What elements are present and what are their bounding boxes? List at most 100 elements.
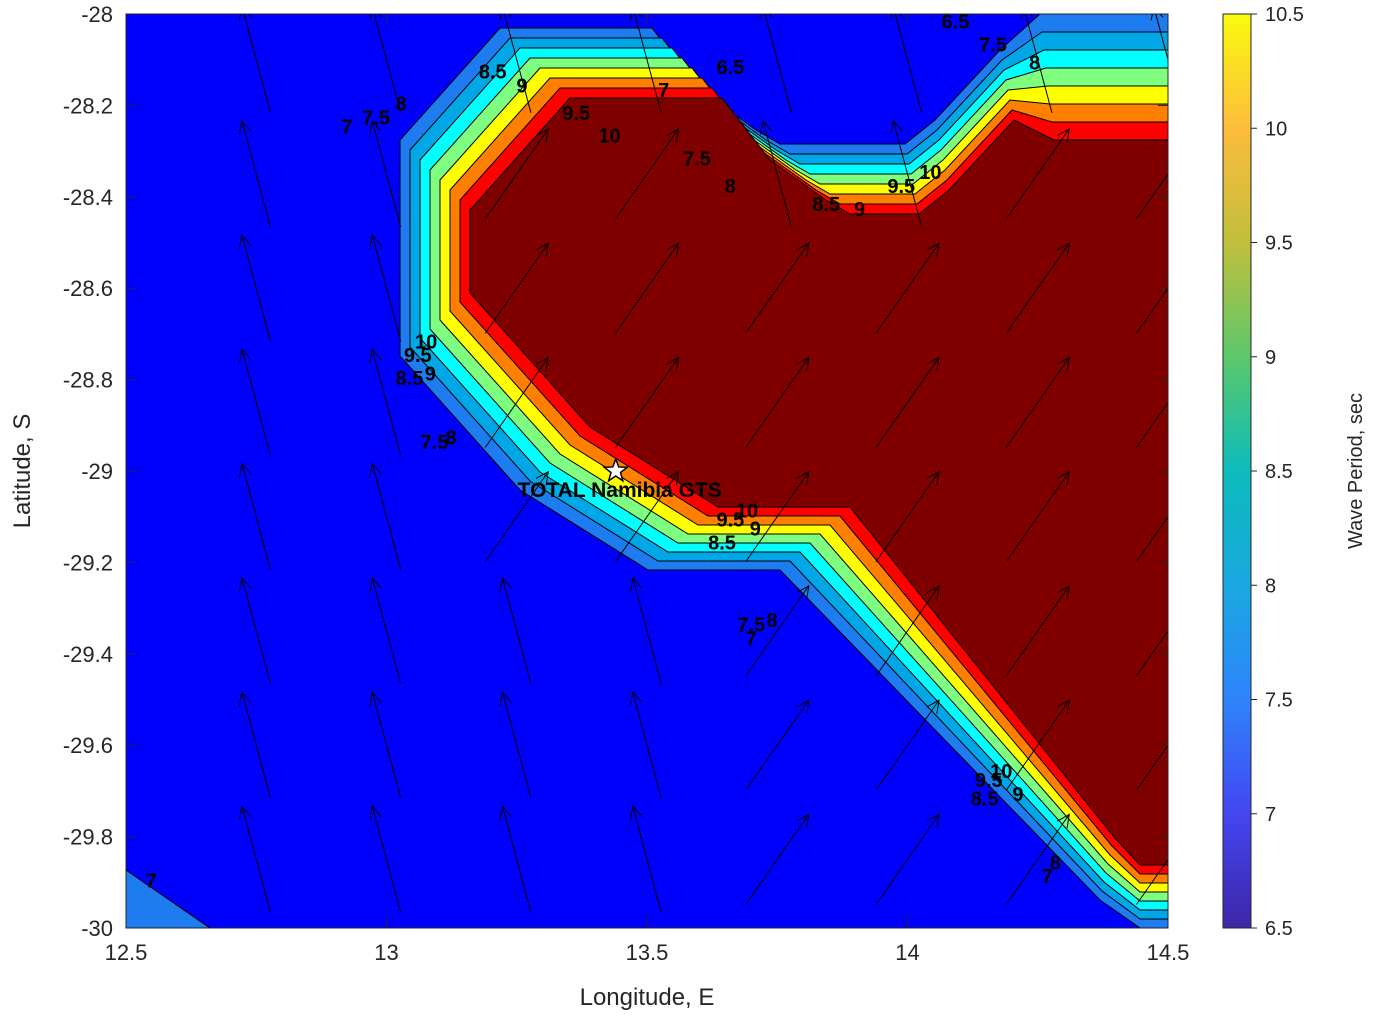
contour-label: 7.5 <box>421 432 449 454</box>
wave-vector <box>499 805 532 913</box>
y-tick-label: -30 <box>81 916 113 941</box>
wave-vector <box>1150 14 1168 62</box>
wave-vector <box>875 813 940 905</box>
contour-bands <box>399 14 1168 928</box>
x-tick-label: 14.5 <box>1147 940 1190 965</box>
wave-vector <box>1136 630 1168 677</box>
wave-vector <box>238 348 271 456</box>
colorbar-tick-label: 10.5 <box>1265 4 1304 26</box>
y-tick-label: -28.6 <box>63 276 113 301</box>
contour-label: 9.5 <box>887 176 915 198</box>
colorbar-gradient <box>1222 13 1252 929</box>
wave-vector <box>875 242 940 334</box>
wave-vector <box>890 119 923 228</box>
wave-vector <box>369 805 402 913</box>
colorbar-tick-label: 7 <box>1265 804 1276 826</box>
contour-label: 7.5 <box>737 615 765 637</box>
wave-vector <box>1020 14 1053 113</box>
contour-label: 8.5 <box>708 532 736 554</box>
y-tick-label: -28.4 <box>63 185 113 210</box>
wave-vector <box>1005 242 1070 334</box>
wave-vector <box>499 14 532 113</box>
x-tick-label: 13.5 <box>626 940 669 965</box>
wave-direction-vectors <box>238 14 1168 913</box>
wave-vector <box>629 690 662 799</box>
y-tick-label: -29.2 <box>63 550 113 575</box>
wave-vector <box>1005 356 1070 448</box>
contour-label: 7.5 <box>362 107 390 129</box>
wave-vector <box>890 14 923 113</box>
contour-label: 7 <box>658 80 669 102</box>
colorbar: 6.5 7 7.5 8 8.5 9 9.5 10 10.5 Wave Period, sec <box>1222 4 1367 940</box>
contour-label: 9 <box>516 75 527 97</box>
contour-band-8 <box>469 97 1168 866</box>
wave-vector <box>745 584 810 677</box>
wave-vector <box>1136 744 1168 791</box>
contour-label: 8.5 <box>396 368 424 390</box>
wave-vector <box>484 127 549 220</box>
x-axis: 12.5 13 13.5 14 14.5 <box>105 14 1190 965</box>
wave-vector <box>1136 173 1168 220</box>
wave-vector <box>745 813 810 905</box>
wave-vector <box>238 805 271 913</box>
colorbar-label: Wave Period, sec <box>1345 393 1367 549</box>
contour-label: 7 <box>145 871 156 893</box>
contour-label: 7 <box>341 117 352 139</box>
wave-vector <box>369 14 402 113</box>
wave-vector <box>499 576 532 685</box>
contour-label: 10 <box>598 126 620 148</box>
contour-label: 7.5 <box>979 34 1007 56</box>
y-tick-label: -29.4 <box>63 642 113 667</box>
colorbar-tick-label: 9.5 <box>1265 233 1293 255</box>
wave-vector <box>615 356 680 448</box>
wave-vector <box>745 356 810 448</box>
wave-vector <box>484 356 549 448</box>
wave-vector <box>238 119 271 228</box>
wave-vector <box>615 242 680 334</box>
x-axis-label: Longitude, E <box>580 984 715 1011</box>
contour-label: 7 <box>746 628 757 650</box>
wave-vector <box>1005 127 1070 220</box>
wave-vector <box>369 348 402 456</box>
wave-vector <box>369 462 402 570</box>
wave-vector <box>369 690 402 799</box>
wave-vector <box>238 462 271 570</box>
colorbar-ticks: 6.5 7 7.5 8 8.5 9 9.5 10 10.5 <box>1251 4 1304 940</box>
wave-vector <box>629 576 662 685</box>
contour-label: 8 <box>396 94 407 116</box>
contour-label: 8 <box>446 427 457 449</box>
x-tick-label: 12.5 <box>105 940 148 965</box>
wave-vector <box>759 119 792 228</box>
wave-vector <box>238 233 271 342</box>
wave-vector <box>759 14 792 113</box>
contour-label: 9.5 <box>716 510 744 532</box>
corner-band-7s <box>126 869 211 928</box>
y-axis: -28 -28.2 -28.4 -28.6 -28.8 -29 -29.2 -29.4 -29.… <box>63 2 1168 941</box>
contour-label: 9 <box>854 199 865 221</box>
site-annotation: TOTAL Namibia GTS <box>518 456 722 502</box>
y-axis-label: Latitude, S <box>9 414 36 529</box>
contour-label: 8 <box>1050 852 1061 874</box>
contour-label: 10 <box>919 162 941 184</box>
y-tick-label: -29.6 <box>63 733 113 758</box>
colorbar-tick-label: 10 <box>1265 118 1287 140</box>
wave-vector <box>629 14 662 113</box>
wave-vector <box>369 576 402 685</box>
contour-label: 9 <box>425 363 436 385</box>
site-star-marker <box>602 456 630 483</box>
wave-vector <box>1136 515 1168 563</box>
contour-label: 10 <box>415 331 437 353</box>
contour-label: 8.5 <box>812 194 840 216</box>
contour-label: 9.5 <box>562 103 590 125</box>
wave-vector <box>1136 287 1168 334</box>
y-tick-label: -29.8 <box>63 825 113 850</box>
contour-label: 8 <box>725 176 736 198</box>
wave-vector <box>875 470 940 563</box>
contour-label: 8.5 <box>479 62 507 84</box>
wave-vector <box>745 470 810 563</box>
wave-vector <box>238 14 271 113</box>
wave-vector <box>369 119 402 228</box>
wave-vector <box>875 699 940 791</box>
